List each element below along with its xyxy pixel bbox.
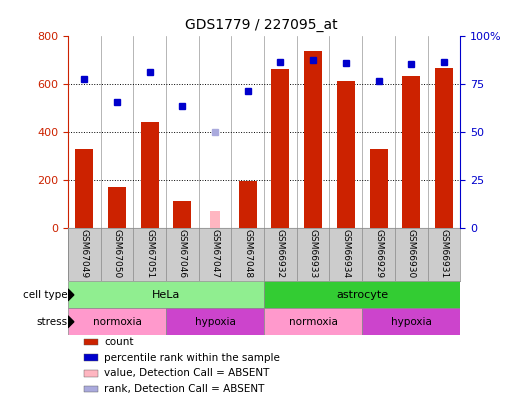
Text: GDS1779 / 227095_at: GDS1779 / 227095_at (185, 18, 338, 32)
Bar (239, 181, 257, 228)
Text: GSM67046: GSM67046 (178, 229, 187, 278)
Text: GSM67048: GSM67048 (243, 229, 252, 278)
Bar (141, 122, 158, 228)
Text: GSM66933: GSM66933 (309, 229, 317, 279)
Bar (435, 68, 453, 228)
Bar (264, 281, 460, 308)
Text: normoxia: normoxia (93, 317, 141, 327)
Bar (174, 201, 191, 228)
Text: GSM67051: GSM67051 (145, 229, 154, 279)
Bar (370, 149, 388, 228)
Polygon shape (68, 289, 74, 301)
Bar (362, 308, 460, 335)
Text: GSM66934: GSM66934 (342, 229, 350, 278)
Text: hypoxia: hypoxia (195, 317, 235, 327)
Text: astrocyte: astrocyte (336, 290, 388, 300)
Bar (304, 51, 322, 228)
Bar (271, 69, 289, 228)
Bar (210, 211, 220, 228)
Text: GSM66932: GSM66932 (276, 229, 285, 278)
Bar (264, 308, 362, 335)
Bar (84, 370, 98, 377)
Bar (84, 354, 98, 361)
Text: GSM67047: GSM67047 (211, 229, 220, 278)
Bar (402, 76, 420, 228)
Bar (166, 308, 264, 335)
Text: cell type: cell type (22, 290, 67, 300)
Bar (68, 281, 264, 308)
Bar (84, 339, 98, 345)
Text: percentile rank within the sample: percentile rank within the sample (104, 353, 280, 362)
Polygon shape (68, 316, 74, 328)
Bar (337, 81, 355, 228)
Bar (75, 149, 93, 228)
Text: GSM67050: GSM67050 (112, 229, 121, 279)
Text: GSM66931: GSM66931 (439, 229, 448, 279)
Text: count: count (104, 337, 133, 347)
Text: HeLa: HeLa (152, 290, 180, 300)
Bar (108, 187, 126, 228)
Bar (84, 386, 98, 392)
Bar (68, 308, 166, 335)
Text: stress: stress (36, 317, 67, 327)
Text: GSM67049: GSM67049 (80, 229, 89, 278)
Text: rank, Detection Call = ABSENT: rank, Detection Call = ABSENT (104, 384, 265, 394)
Text: GSM66929: GSM66929 (374, 229, 383, 278)
Text: value, Detection Call = ABSENT: value, Detection Call = ABSENT (104, 368, 269, 378)
Text: normoxia: normoxia (289, 317, 337, 327)
Text: hypoxia: hypoxia (391, 317, 431, 327)
Text: GSM66930: GSM66930 (407, 229, 416, 279)
